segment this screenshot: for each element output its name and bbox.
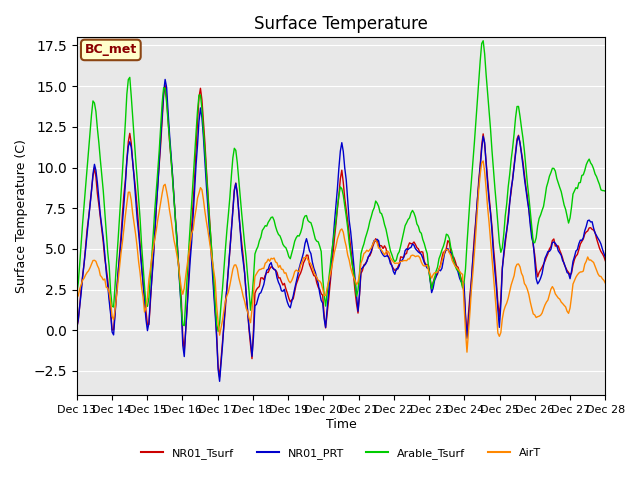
Title: Surface Temperature: Surface Temperature bbox=[254, 15, 428, 33]
NR01_PRT bbox=[161, 76, 169, 82]
NR01_Tsurf bbox=[575, 247, 582, 252]
Line: AirT: AirT bbox=[77, 161, 605, 352]
NR01_PRT bbox=[307, 251, 315, 256]
X-axis label: Time: Time bbox=[326, 418, 356, 431]
AirT bbox=[463, 349, 471, 355]
Arable_Tsurf bbox=[214, 329, 222, 335]
NR01_PRT bbox=[251, 303, 259, 309]
NR01_Tsurf bbox=[161, 83, 169, 88]
AirT bbox=[230, 262, 238, 268]
Arable_Tsurf bbox=[232, 147, 239, 153]
AirT bbox=[575, 270, 582, 276]
Text: BC_met: BC_met bbox=[84, 44, 137, 57]
AirT bbox=[602, 280, 609, 286]
Arable_Tsurf bbox=[73, 290, 81, 296]
NR01_Tsurf bbox=[234, 189, 241, 195]
NR01_PRT bbox=[216, 378, 223, 384]
Arable_Tsurf bbox=[250, 276, 257, 281]
NR01_PRT bbox=[234, 191, 241, 197]
Line: NR01_Tsurf: NR01_Tsurf bbox=[77, 85, 605, 377]
Arable_Tsurf bbox=[602, 188, 609, 194]
NR01_PRT bbox=[575, 241, 582, 247]
NR01_Tsurf bbox=[602, 258, 609, 264]
AirT bbox=[248, 307, 256, 312]
Line: Arable_Tsurf: Arable_Tsurf bbox=[77, 41, 605, 332]
NR01_PRT bbox=[138, 264, 145, 270]
AirT bbox=[138, 284, 145, 290]
NR01_PRT bbox=[602, 254, 609, 260]
NR01_Tsurf bbox=[260, 277, 268, 283]
AirT bbox=[304, 257, 312, 263]
Arable_Tsurf bbox=[479, 38, 487, 44]
NR01_PRT bbox=[260, 282, 268, 288]
NR01_Tsurf bbox=[251, 290, 259, 296]
Legend: NR01_Tsurf, NR01_PRT, Arable_Tsurf, AirT: NR01_Tsurf, NR01_PRT, Arable_Tsurf, AirT bbox=[137, 444, 545, 464]
NR01_Tsurf bbox=[307, 265, 315, 271]
NR01_PRT bbox=[73, 325, 81, 331]
Arable_Tsurf bbox=[575, 180, 582, 186]
AirT bbox=[479, 158, 487, 164]
AirT bbox=[257, 266, 265, 272]
Arable_Tsurf bbox=[305, 219, 313, 225]
AirT bbox=[73, 295, 81, 301]
Line: NR01_PRT: NR01_PRT bbox=[77, 79, 605, 381]
Y-axis label: Surface Temperature (C): Surface Temperature (C) bbox=[15, 139, 28, 293]
NR01_Tsurf bbox=[138, 261, 145, 266]
Arable_Tsurf bbox=[138, 242, 145, 248]
NR01_Tsurf bbox=[216, 374, 223, 380]
Arable_Tsurf bbox=[259, 228, 266, 233]
NR01_Tsurf bbox=[73, 324, 81, 330]
